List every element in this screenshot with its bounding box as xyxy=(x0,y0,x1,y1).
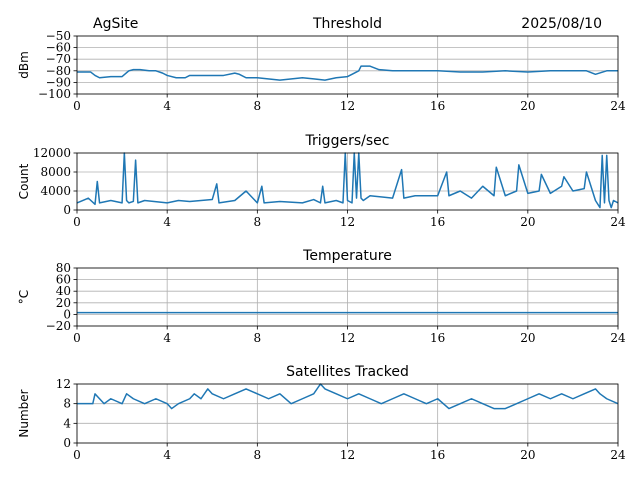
triggers-ylabel: Count xyxy=(17,163,31,199)
threshold-xtick-label: 20 xyxy=(520,99,535,113)
temperature-ytick-label: 80 xyxy=(56,261,71,275)
triggers-xtick-label: 8 xyxy=(254,215,262,229)
temperature-ytick-label: −20 xyxy=(46,319,71,333)
satellites-xtick-label: 16 xyxy=(430,448,445,462)
temperature-xtick-label: 12 xyxy=(340,331,355,345)
triggers-xtick-label: 4 xyxy=(163,215,171,229)
temperature-ylabel: °C xyxy=(17,290,31,304)
threshold-ytick-label: −80 xyxy=(46,64,71,78)
satellites-ytick-label: 8 xyxy=(63,397,71,411)
threshold-ytick-label: −60 xyxy=(46,41,71,55)
triggers-xtick-label: 0 xyxy=(73,215,81,229)
threshold-ytick-label: −70 xyxy=(46,52,71,66)
threshold-panel: 0 4 8 12 16 20 24 −100−90−80−70−60−50 Threshold d… xyxy=(17,16,626,113)
threshold-xtick-label: 0 xyxy=(73,99,81,113)
satellites-xtick-label: 8 xyxy=(254,448,262,462)
temperature-xtick-label: 20 xyxy=(520,331,535,345)
triggers-ytick-label: 12000 xyxy=(33,146,71,160)
satellites-xtick-label: 0 xyxy=(73,448,81,462)
temperature-ytick-label: 20 xyxy=(56,296,71,310)
temperature-title: Temperature xyxy=(302,248,392,264)
satellites-ytick-label: 12 xyxy=(56,377,71,391)
satellites-xtick-label: 4 xyxy=(163,448,171,462)
date-label: 2025/08/10 xyxy=(521,16,602,32)
threshold-xtick-label: 16 xyxy=(430,99,445,113)
temperature-xtick-label: 8 xyxy=(254,331,262,345)
satellites-ytick-label: 4 xyxy=(63,416,71,430)
triggers-title: Triggers/sec xyxy=(305,133,390,149)
satellites-xtick-label: 24 xyxy=(610,448,626,462)
threshold-xtick-label: 12 xyxy=(340,99,355,113)
temperature-xtick-label: 16 xyxy=(430,331,445,345)
temperature-xtick-label: 0 xyxy=(73,331,81,345)
triggers-xtick-label: 20 xyxy=(520,215,535,229)
threshold-ylabel: dBm xyxy=(17,51,31,79)
threshold-series-line xyxy=(77,65,618,81)
triggers-xtick-label: 24 xyxy=(610,215,626,229)
threshold-xtick-label: 24 xyxy=(610,99,626,113)
triggers-ytick-label: 4000 xyxy=(40,184,71,198)
triggers-ytick-label: 8000 xyxy=(40,165,71,179)
temperature-ytick-label: 40 xyxy=(56,284,71,298)
triggers-series-line xyxy=(76,152,619,209)
threshold-title: Threshold xyxy=(312,16,382,32)
triggers-ytick-label: 0 xyxy=(63,203,71,217)
temperature-xtick-label: 4 xyxy=(163,331,171,345)
satellites-xtick-label: 12 xyxy=(340,448,355,462)
chart-panels: 0 4 8 12 16 20 24 −100−90−80−70−60−50 Threshold d… xyxy=(17,16,626,462)
threshold-ytick-label: −100 xyxy=(38,87,71,101)
satellites-panel: 0 4 8 12 16 20 24 0 4 8 12 Satellites Tracked Number xyxy=(17,364,626,462)
threshold-xtick-label: 4 xyxy=(163,99,171,113)
threshold-ytick-label: −90 xyxy=(46,75,71,89)
satellites-title: Satellites Tracked xyxy=(286,364,409,380)
threshold-ytick-label: −50 xyxy=(46,29,71,43)
site-label: AgSite xyxy=(93,16,138,32)
temperature-ytick-label: 60 xyxy=(56,273,71,287)
triggers-xtick-label: 16 xyxy=(430,215,445,229)
threshold-xtick-label: 8 xyxy=(254,99,262,113)
triggers-panel: 0 4 8 12 16 20 24 0 4000 8000 12000 Triggers/sec Cou… xyxy=(17,133,626,229)
satellites-xtick-label: 20 xyxy=(520,448,535,462)
temperature-xtick-label: 24 xyxy=(610,331,626,345)
satellites-ylabel: Number xyxy=(17,389,31,437)
satellites-ytick-label: 0 xyxy=(63,436,71,450)
temperature-ytick-label: 0 xyxy=(63,307,71,321)
triggers-xtick-label: 12 xyxy=(340,215,355,229)
